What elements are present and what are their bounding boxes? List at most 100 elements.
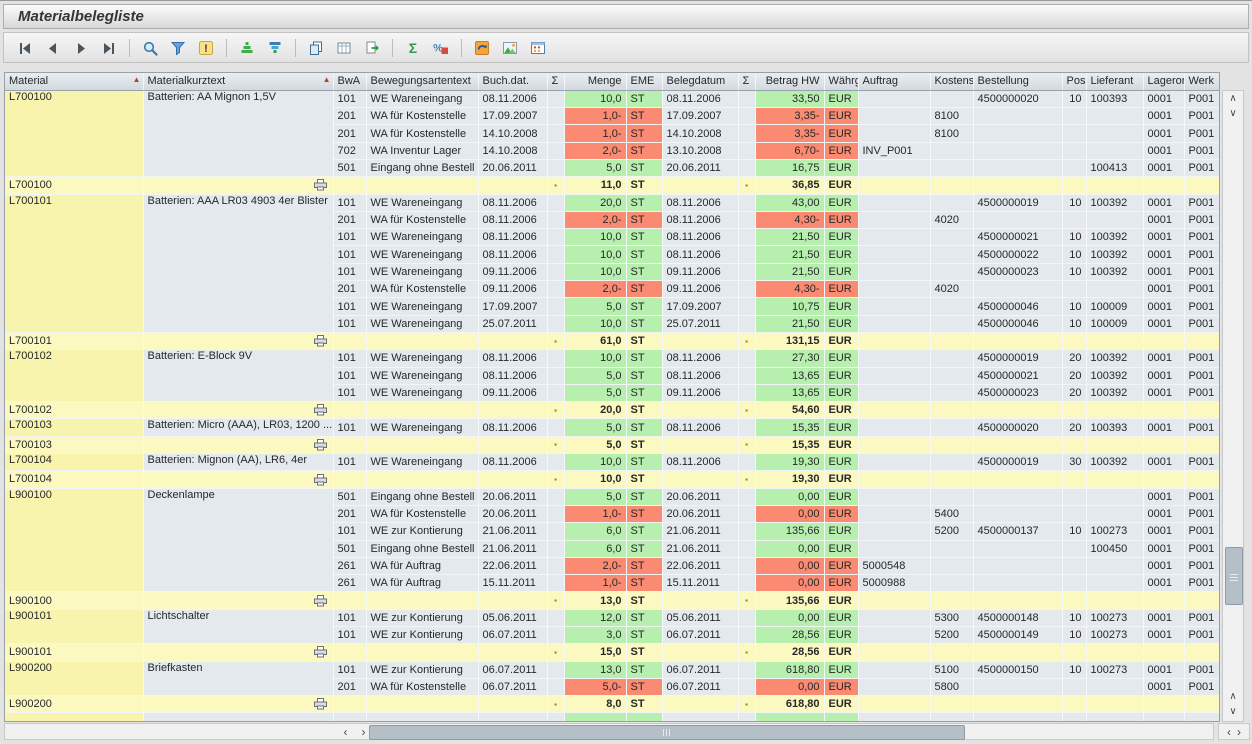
cell-lieferant[interactable]: 100413: [1086, 159, 1144, 178]
cell-waehrg[interactable]: EUR: [824, 522, 859, 541]
cell-pos[interactable]: 10: [1062, 609, 1087, 628]
cell-eme[interactable]: ST: [626, 194, 663, 212]
cell-sum2[interactable]: [738, 678, 756, 697]
cell-auftrag[interactable]: [858, 315, 931, 333]
column-header-auftrag[interactable]: Auftrag: [858, 73, 931, 91]
cell-lagerort[interactable]: 0001: [1143, 124, 1185, 143]
cell-betrag[interactable]: 21,50: [755, 263, 825, 282]
cell-menge[interactable]: 3,0: [564, 626, 627, 645]
cell-waehrg[interactable]: EUR: [824, 280, 859, 299]
cell-sum1[interactable]: [547, 159, 565, 178]
subtotal-buchdat[interactable]: [478, 591, 548, 610]
cell-pos[interactable]: 30: [1062, 453, 1087, 472]
cell-bwtext[interactable]: WA für Kostenstelle: [366, 280, 479, 299]
cell-kostenst[interactable]: [930, 297, 974, 316]
cell-lagerort[interactable]: 0001: [1143, 263, 1185, 282]
cell-menge[interactable]: 10,0: [564, 90, 627, 109]
cell-eme[interactable]: ST: [626, 522, 663, 541]
subtotal-bwtext[interactable]: [366, 176, 479, 195]
table-row[interactable]: 201 WA für Kostenstelle 14.10.2008 1,0- ST 14…: [5, 124, 1219, 143]
cell-werk[interactable]: P001: [1184, 505, 1219, 524]
cell-menge[interactable]: 5,0: [564, 488, 627, 506]
subtotal-pos[interactable]: [1062, 643, 1087, 662]
subtotal-sum2[interactable]: ▪: [738, 591, 756, 610]
cell-belegdatum[interactable]: 09.11.2006: [662, 384, 739, 403]
cell-sum1[interactable]: [547, 557, 565, 576]
cell-kostenst[interactable]: 8100: [930, 124, 974, 143]
cell-lieferant[interactable]: 100273: [1086, 626, 1144, 645]
cell-kostenst[interactable]: [930, 488, 974, 506]
cell-waehrg[interactable]: EUR: [824, 263, 859, 282]
table-row[interactable]: L900101 Lichtschalter 101 WE zur Kontierung…: [5, 609, 1219, 645]
subtotal-material[interactable]: L700101: [5, 332, 144, 351]
subtotal-bwtext[interactable]: [366, 401, 479, 420]
cell-betrag[interactable]: 21,50: [755, 245, 825, 264]
subtotal-print-cell[interactable]: [143, 643, 334, 662]
cell-auftrag[interactable]: [858, 159, 931, 178]
subtotal-belegdatum[interactable]: [662, 695, 739, 714]
subtotal-menge[interactable]: 5,0: [564, 436, 627, 455]
cell-lieferant[interactable]: 100392: [1086, 194, 1144, 212]
subtotal-print-cell[interactable]: [143, 470, 334, 489]
cell-sum2[interactable]: [738, 367, 756, 385]
cell-menge[interactable]: 10,0: [564, 453, 627, 472]
cell-waehrg[interactable]: EUR: [824, 626, 859, 645]
cell-buchdat[interactable]: 21.06.2011: [478, 540, 548, 558]
cell-bwa[interactable]: 201: [333, 678, 367, 697]
subtotal-auftrag[interactable]: [858, 470, 931, 489]
scroll-right-icon[interactable]: ›: [361, 724, 366, 739]
cell-sum1[interactable]: [547, 661, 565, 679]
cell-betrag[interactable]: 6,70-: [755, 142, 825, 160]
subtotal-belegdatum[interactable]: [662, 643, 739, 662]
column-header-material[interactable]: Material ▲: [5, 73, 144, 91]
cell-material[interactable]: L700101: [5, 194, 144, 333]
subtotal-sum1[interactable]: ▪: [547, 176, 565, 195]
cell-buchdat[interactable]: 08.11.2006: [478, 194, 548, 212]
subtotal-menge[interactable]: 61,0: [564, 332, 627, 351]
subtotal-lieferant[interactable]: [1086, 695, 1144, 714]
cell-sum2[interactable]: [738, 418, 756, 437]
table-row[interactable]: 101 WE Wareneingang 08.11.2006 10,0 ST 08.11.…: [5, 228, 1219, 247]
cell-auftrag[interactable]: [858, 245, 931, 264]
cell-bestellung[interactable]: 4500000019: [973, 453, 1063, 472]
cell-werk[interactable]: P001: [1184, 678, 1219, 697]
cell-pos[interactable]: 20: [1062, 384, 1087, 403]
table-row[interactable]: 101 WE Wareneingang 25.07.2011 10,0 ST 25.07.…: [5, 315, 1219, 333]
cell-eme[interactable]: ST: [626, 505, 663, 524]
cell-waehrg[interactable]: EUR: [824, 142, 859, 160]
column-header-betrag[interactable]: Betrag HW: [755, 73, 825, 91]
cell-sum1[interactable]: [547, 107, 565, 126]
cell-sum2[interactable]: [738, 522, 756, 541]
cell-buchdat[interactable]: 09.11.2006: [478, 263, 548, 282]
subtotal-sum1[interactable]: ▪: [547, 643, 565, 662]
cell-pos[interactable]: [1062, 124, 1087, 143]
cell-betrag[interactable]: 135,66: [755, 522, 825, 541]
cell-sum1[interactable]: [547, 540, 565, 558]
cell-kostenst[interactable]: 4020: [930, 280, 974, 299]
cell-auftrag[interactable]: [858, 418, 931, 437]
cell-auftrag[interactable]: [858, 626, 931, 645]
cell-bwa[interactable]: 101: [333, 367, 367, 385]
subtotal-lieferant[interactable]: [1086, 470, 1144, 489]
cell-sum2[interactable]: [738, 453, 756, 472]
cell-betrag[interactable]: 21,50: [755, 315, 825, 333]
cell-belegdatum[interactable]: 08.11.2006: [662, 194, 739, 212]
cell-auftrag[interactable]: [858, 228, 931, 247]
subtotal-lagerort[interactable]: [1143, 176, 1185, 195]
cell-pos[interactable]: 10: [1062, 228, 1087, 247]
column-header-waehrg[interactable]: Währg: [824, 73, 859, 91]
cell-lieferant[interactable]: [1086, 557, 1144, 576]
cell-eme[interactable]: ST: [626, 488, 663, 506]
cell-belegdatum[interactable]: 06.07.2011: [662, 626, 739, 645]
cell-bestellung[interactable]: 4500000149: [973, 626, 1063, 645]
cell-bwtext[interactable]: [366, 712, 479, 721]
cell-sum2[interactable]: [738, 712, 756, 721]
cell-menge[interactable]: 10,0: [564, 349, 627, 368]
subtotal-kostenst[interactable]: [930, 332, 974, 351]
subtotal-material[interactable]: L900200: [5, 695, 144, 714]
cell-buchdat[interactable]: 08.11.2006: [478, 90, 548, 109]
cell-eme[interactable]: ST: [626, 384, 663, 403]
cell-betrag[interactable]: 0,00: [755, 505, 825, 524]
cell-sum1[interactable]: [547, 678, 565, 697]
cell-belegdatum[interactable]: 09.11.2006: [662, 280, 739, 299]
